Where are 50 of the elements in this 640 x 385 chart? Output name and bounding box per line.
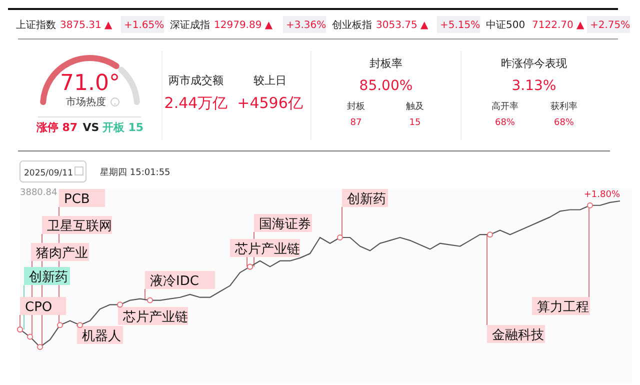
annotation: 机器人 (82, 329, 121, 344)
text: 封板 (347, 101, 365, 112)
text: 3053.75 ▲ (376, 20, 429, 31)
text: 3.13% (512, 78, 556, 94)
annotation: 芯片产业链 (122, 310, 188, 325)
text: 获利率 (550, 101, 578, 112)
text: 较上日 (254, 74, 286, 87)
text: 深证成指 (170, 19, 210, 31)
text: 昨涨停今表现 (501, 57, 567, 70)
text: 高开率 (492, 101, 518, 112)
text: 市场热度 (66, 96, 106, 108)
text: 2.44万亿 (164, 94, 228, 112)
text: +5.15% (440, 20, 480, 31)
annotation: 算力工程 (537, 300, 589, 315)
text: 71.0° (60, 71, 120, 96)
text: 85.00% (359, 78, 413, 94)
chart-title: 2025/09/11 (24, 168, 73, 178)
annotation: CPO (25, 300, 52, 315)
text: 68% (554, 118, 574, 128)
annotation: 创新药 (29, 270, 68, 285)
text: 触及 (406, 101, 424, 112)
text: 涨停 87 (35, 121, 78, 134)
annotation: 金融科技 (492, 328, 544, 343)
text: 7122.70 ▲ (532, 20, 585, 31)
text: 创业板指 (332, 19, 372, 31)
text: 15 (409, 118, 421, 128)
chart-subtitle: 星期四 15:01:55 (100, 167, 170, 178)
text: +1.65% (124, 20, 164, 31)
annotation: 创新药 (347, 192, 386, 207)
text: 87 (350, 118, 362, 128)
text: 12979.89 ▲ (214, 20, 273, 31)
text: +3.36% (286, 20, 326, 31)
text: 开板 15 (101, 121, 144, 134)
text: 封板率 (370, 57, 402, 70)
text: 中证500 (486, 19, 526, 31)
annotation: 液冷IDC (150, 274, 199, 289)
annotation: 猪肉产业 (36, 246, 88, 261)
annotation: 国海证券 (259, 217, 311, 232)
annotation: PCB (64, 192, 90, 207)
text: VS (82, 121, 100, 134)
text: +4596亿 (237, 94, 303, 112)
annotation: 芯片产业链 (234, 242, 300, 257)
annotation: 卫星互联网 (47, 219, 112, 234)
text: 两市成交额 (168, 74, 224, 87)
text: +1.80% (584, 190, 620, 200)
text: +2.75% (590, 20, 630, 31)
text: 68% (494, 118, 516, 128)
text: 3880.84 (20, 188, 58, 198)
text: 上证指数 (16, 19, 56, 31)
text: 3875.31 ▲ (60, 20, 113, 31)
